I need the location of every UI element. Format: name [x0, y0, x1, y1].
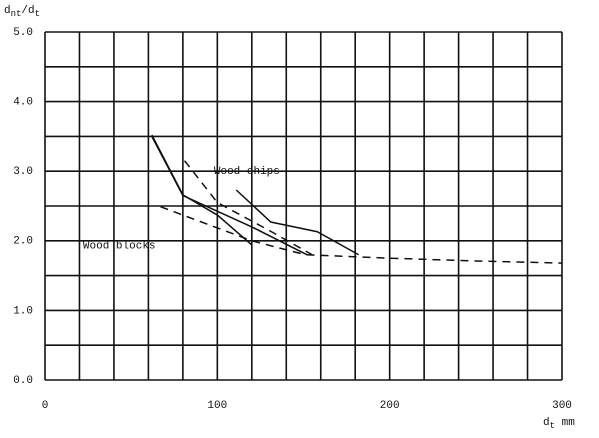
x-tick-label: 0 — [42, 400, 49, 412]
x-tick-label: 300 — [552, 400, 572, 412]
x-axis-label: dt mm — [543, 417, 575, 431]
y-tick-label: 3.0 — [13, 166, 33, 178]
y-tick-label: 4.0 — [13, 97, 33, 109]
label-part: d — [4, 5, 11, 17]
label-part: nt — [11, 9, 22, 19]
data-line — [235, 189, 360, 256]
annotation: Wood chips — [214, 166, 280, 178]
label-part: t — [550, 421, 555, 431]
label-part: /d — [21, 5, 34, 17]
label-part: t — [35, 9, 40, 19]
data-line — [160, 205, 563, 264]
y-tick-label: 1.0 — [13, 305, 33, 317]
annotation: Wood blocks — [83, 241, 156, 253]
label-part: mm — [555, 417, 575, 429]
label-part: d — [543, 417, 550, 429]
y-axis-label: dnt/dt — [4, 5, 40, 19]
y-tick-label: 0.0 — [13, 375, 33, 387]
data-line — [151, 136, 308, 256]
x-tick-label: 100 — [207, 400, 227, 412]
x-tick-label: 200 — [380, 400, 400, 412]
y-tick-label: 2.0 — [13, 236, 33, 248]
y-tick-label: 5.0 — [13, 27, 33, 39]
